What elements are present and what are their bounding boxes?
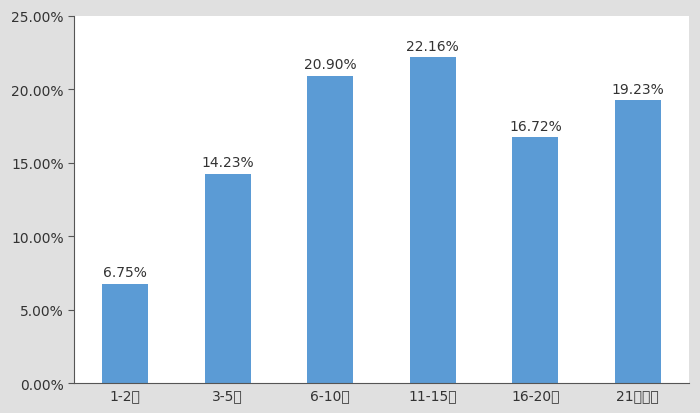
Text: 22.16%: 22.16% [407, 40, 459, 54]
Bar [307, 77, 354, 383]
Bar [204, 174, 251, 383]
Bar [615, 101, 661, 383]
Text: 6.75%: 6.75% [103, 266, 147, 280]
Text: 20.90%: 20.90% [304, 58, 356, 72]
Text: 16.72%: 16.72% [509, 120, 561, 133]
Bar [102, 284, 148, 383]
Text: 14.23%: 14.23% [202, 156, 254, 170]
Text: 19.23%: 19.23% [612, 83, 664, 97]
Bar [512, 138, 559, 383]
Bar [410, 58, 456, 383]
